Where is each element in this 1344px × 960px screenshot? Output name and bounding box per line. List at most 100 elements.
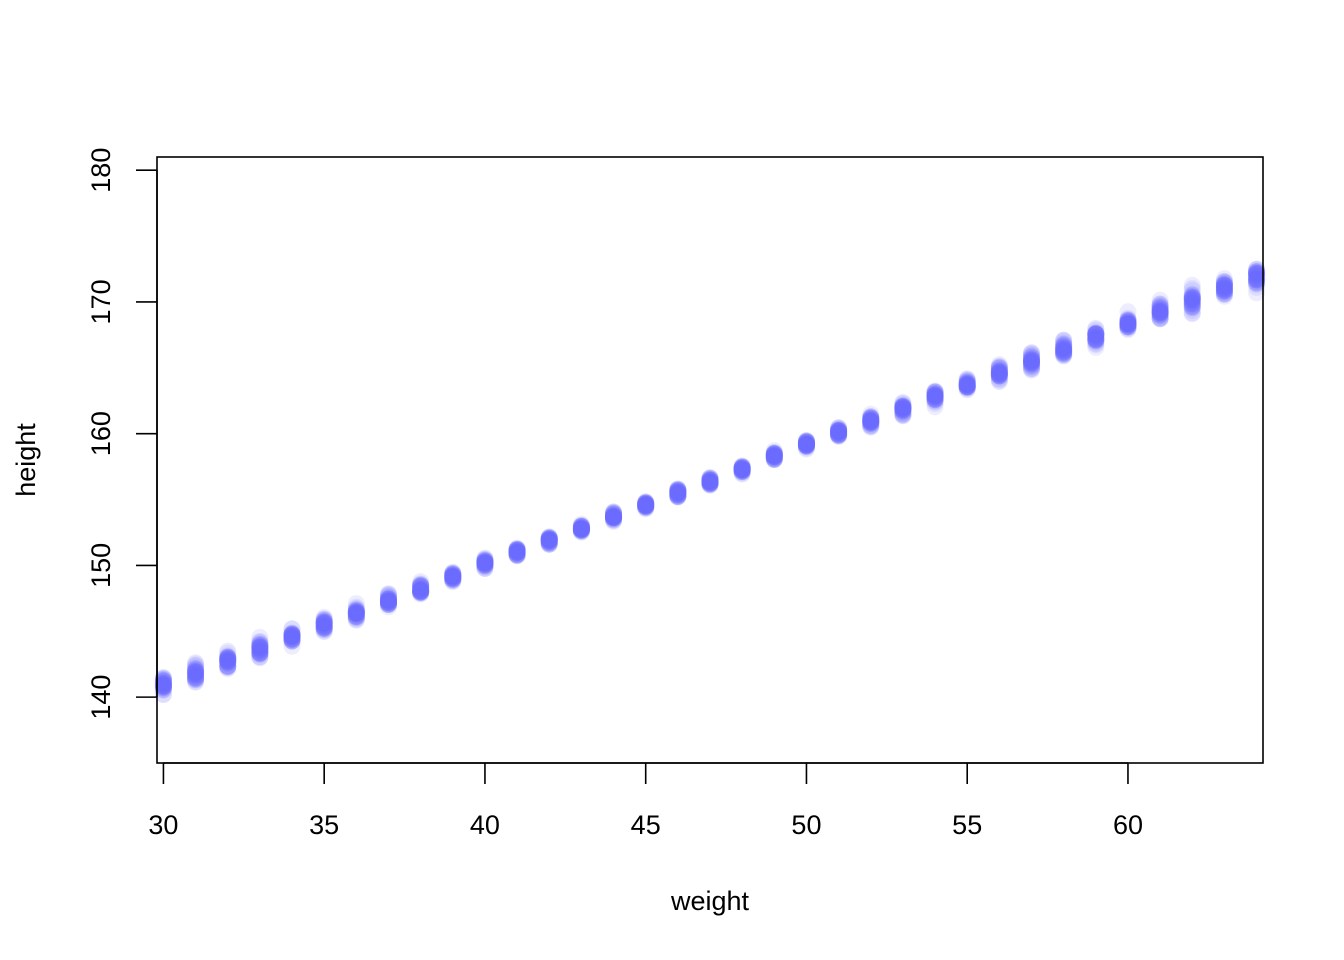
data-point <box>540 530 558 548</box>
data-point <box>1183 289 1201 307</box>
y-axis-title: height <box>11 423 41 497</box>
data-point <box>765 450 783 468</box>
data-point <box>1119 312 1137 330</box>
data-point <box>1215 275 1233 293</box>
data-point <box>1248 270 1266 288</box>
data-point <box>476 557 494 575</box>
data-point <box>990 372 1008 390</box>
data-point <box>476 552 494 570</box>
data-point <box>283 627 301 645</box>
data-point <box>926 393 944 411</box>
data-point <box>733 461 751 479</box>
data-point <box>444 569 462 587</box>
data-point <box>540 533 558 551</box>
data-point <box>154 681 172 699</box>
data-point <box>444 568 462 586</box>
data-point <box>251 640 269 658</box>
data-point <box>154 677 172 695</box>
data-point <box>347 605 365 623</box>
data-point <box>572 521 590 539</box>
x-tick-label: 60 <box>1113 810 1143 840</box>
data-point <box>1055 340 1073 358</box>
data-point <box>412 584 430 602</box>
data-point <box>508 542 526 560</box>
data-point <box>572 521 590 539</box>
data-point <box>315 620 333 638</box>
data-point <box>219 648 237 666</box>
data-point <box>572 517 590 535</box>
data-point <box>251 638 269 656</box>
data-point <box>379 594 397 612</box>
data-point <box>637 497 655 515</box>
data-point <box>894 398 912 416</box>
data-point <box>476 556 494 574</box>
data-point <box>1023 350 1041 368</box>
data-point <box>797 432 815 450</box>
data-point <box>990 363 1008 381</box>
data-point <box>315 617 333 635</box>
data-point <box>476 555 494 573</box>
data-point <box>1183 289 1201 307</box>
data-point <box>926 388 944 406</box>
data-point <box>154 674 172 692</box>
data-point <box>1248 262 1266 280</box>
data-point <box>154 681 172 699</box>
data-point <box>283 620 301 638</box>
data-point <box>540 532 558 550</box>
data-point <box>894 395 912 413</box>
data-point <box>701 469 719 487</box>
data-point <box>251 648 269 666</box>
data-point <box>251 636 269 654</box>
data-point <box>669 482 687 500</box>
data-point <box>605 505 623 523</box>
data-point <box>1055 345 1073 363</box>
data-point <box>476 554 494 572</box>
data-point <box>1215 272 1233 290</box>
data-point <box>154 678 172 696</box>
data-point <box>412 583 430 601</box>
data-point <box>508 544 526 562</box>
data-point <box>412 577 430 595</box>
data-point <box>154 671 172 689</box>
data-point <box>1087 329 1105 347</box>
data-point <box>572 519 590 537</box>
data-point <box>347 605 365 623</box>
data-point <box>797 435 815 453</box>
data-point <box>958 379 976 397</box>
data-point <box>830 426 848 444</box>
data-point <box>283 628 301 646</box>
data-point <box>476 555 494 573</box>
data-point <box>444 563 462 581</box>
x-tick-label: 55 <box>952 810 982 840</box>
data-point <box>830 422 848 440</box>
data-point <box>251 644 269 662</box>
data-point <box>830 422 848 440</box>
data-point <box>701 473 719 491</box>
data-point <box>476 553 494 571</box>
data-point <box>476 549 494 567</box>
data-point <box>508 540 526 558</box>
data-point <box>926 386 944 404</box>
data-point <box>315 613 333 631</box>
data-point <box>444 566 462 584</box>
data-point <box>572 523 590 541</box>
plot-frame <box>156 156 1264 764</box>
data-point <box>669 486 687 504</box>
data-point <box>379 596 397 613</box>
data-point <box>508 545 526 563</box>
data-point <box>444 569 462 587</box>
data-point <box>1151 295 1169 313</box>
data-point <box>251 639 269 657</box>
data-point <box>733 460 751 478</box>
data-point <box>1087 330 1105 348</box>
data-point <box>1215 277 1233 295</box>
data-point <box>540 528 558 546</box>
data-point <box>251 637 269 655</box>
data-point <box>508 541 526 559</box>
data-point <box>251 644 269 662</box>
data-point <box>347 598 365 616</box>
data-point <box>187 670 205 688</box>
data-point <box>154 679 172 697</box>
data-point <box>830 426 848 444</box>
data-point <box>315 615 333 633</box>
